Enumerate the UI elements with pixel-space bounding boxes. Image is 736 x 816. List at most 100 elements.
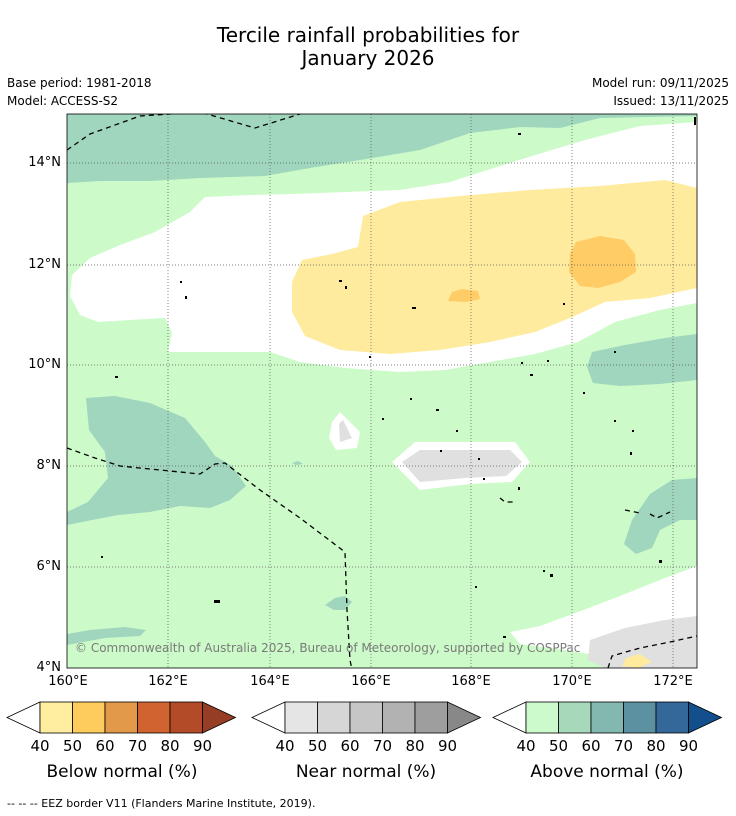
island xyxy=(614,420,616,422)
above-tick-80: 80 xyxy=(646,737,666,755)
above-tick-60: 60 xyxy=(581,737,601,755)
probability-map xyxy=(66,113,698,669)
eez-east-b xyxy=(649,511,671,519)
below-tick-70: 70 xyxy=(127,737,148,755)
above-bin-50 xyxy=(558,701,592,734)
near-50-southeast xyxy=(588,616,697,668)
island xyxy=(563,303,565,305)
map-gridlines xyxy=(67,114,697,668)
near-50-central xyxy=(402,450,522,482)
lon-label-164e: 164°E xyxy=(250,674,290,689)
island xyxy=(521,362,523,364)
above-normal-colorbar xyxy=(492,701,723,734)
lat-label-14n: 14°N xyxy=(28,155,61,170)
model-name: Model: ACCESS-S2 xyxy=(7,94,119,108)
island xyxy=(440,450,442,452)
colorbars xyxy=(6,701,723,734)
island xyxy=(694,117,696,125)
near-bin-50 xyxy=(317,701,351,734)
below-bin-80 xyxy=(169,701,203,734)
near-tick-90: 90 xyxy=(437,737,458,755)
island xyxy=(115,376,118,378)
lat-label-4n: 4°N xyxy=(36,660,62,675)
eez-footnote: -- -- -- EEZ border V11 (Flanders Marine… xyxy=(7,797,316,810)
below-tick-50: 50 xyxy=(62,737,83,755)
above-lower-extend xyxy=(492,701,527,734)
below-bin-40 xyxy=(39,701,73,734)
below-bin-60 xyxy=(104,701,138,734)
near-tick-40: 40 xyxy=(275,737,295,755)
near-bin-60 xyxy=(349,701,383,734)
below-bin-70 xyxy=(137,701,171,734)
island xyxy=(518,487,520,490)
near-normal-label: Near normal (%) xyxy=(295,762,437,782)
lon-label-166e: 166°E xyxy=(351,674,391,689)
island xyxy=(180,281,182,283)
above-bin-40 xyxy=(525,701,559,734)
island xyxy=(339,280,342,282)
below-tick-60: 60 xyxy=(95,737,115,755)
below-normal-label: Below normal (%) xyxy=(46,762,198,782)
below-normal-colorbar xyxy=(6,701,237,734)
below-50-tiny-south xyxy=(622,654,652,668)
above-60-west-blob xyxy=(67,396,246,525)
island xyxy=(410,398,412,400)
island xyxy=(456,430,458,432)
island xyxy=(630,452,632,455)
near-upper-extend xyxy=(447,701,482,734)
above-tick-70: 70 xyxy=(613,737,634,755)
below-60-small xyxy=(448,289,480,302)
near-normal-colorbar xyxy=(251,701,482,734)
island xyxy=(632,430,634,432)
lon-label-172e: 172°E xyxy=(653,674,693,689)
island xyxy=(550,574,553,577)
island xyxy=(345,286,347,289)
above-tick-40: 40 xyxy=(516,737,536,755)
island xyxy=(543,570,545,572)
above-60-east-10N xyxy=(587,334,697,386)
near-tick-70: 70 xyxy=(372,737,393,755)
below-50-region xyxy=(292,180,697,354)
lon-label-170e: 170°E xyxy=(552,674,592,689)
eez-southeast xyxy=(607,635,697,668)
island xyxy=(101,556,103,558)
below-tick-40: 40 xyxy=(30,737,50,755)
above-tick-50: 50 xyxy=(548,737,569,755)
above-bin-80 xyxy=(655,701,689,734)
below-60-region xyxy=(569,236,636,288)
eez-west xyxy=(67,447,353,668)
island xyxy=(382,418,384,420)
eez-east-a xyxy=(624,509,641,514)
above-bin-60 xyxy=(590,701,624,734)
map-title-line1: Tercile rainfall probabilities for xyxy=(216,23,520,47)
below-upper-extend xyxy=(202,701,237,734)
island xyxy=(530,374,533,376)
near-50-patch xyxy=(339,420,352,442)
lon-label-162e: 162°E xyxy=(148,674,188,689)
near-bin-40 xyxy=(284,701,318,734)
island xyxy=(659,560,662,563)
island xyxy=(583,392,585,394)
island xyxy=(369,356,371,358)
below-bin-50 xyxy=(72,701,106,734)
above-bin-70 xyxy=(623,701,657,734)
island xyxy=(614,351,616,353)
near-tick-50: 50 xyxy=(307,737,328,755)
near-tick-80: 80 xyxy=(405,737,425,755)
map-frame xyxy=(66,113,698,669)
above-60-tiny-blob xyxy=(292,461,303,465)
near-bin-80 xyxy=(414,701,448,734)
below-tick-80: 80 xyxy=(160,737,180,755)
base-period: Base period: 1981-2018 xyxy=(7,76,152,90)
above-normal-label: Above normal (%) xyxy=(530,762,684,782)
below-tick-90: 90 xyxy=(192,737,213,755)
island xyxy=(483,478,485,480)
island xyxy=(503,636,506,638)
copyright-notice: © Commonwealth of Australia 2025, Bureau… xyxy=(75,641,581,655)
issued-date: Issued: 13/11/2025 xyxy=(613,94,729,108)
model-run: Model run: 09/11/2025 xyxy=(591,76,729,90)
island xyxy=(412,307,416,309)
island xyxy=(185,296,187,299)
below-lower-extend xyxy=(6,701,41,734)
eez-borders xyxy=(67,114,697,668)
